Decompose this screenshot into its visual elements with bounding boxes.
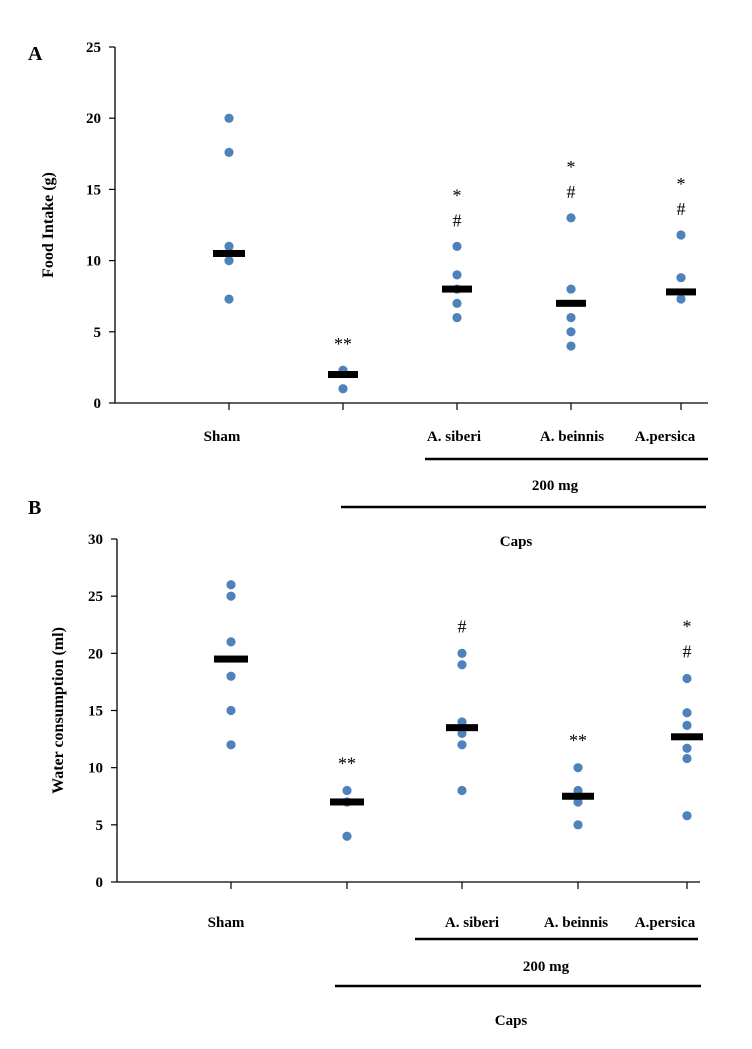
data-point [682, 708, 692, 718]
significance-marker: # [567, 182, 576, 202]
y-axis-label: Food Intake (g) [40, 172, 57, 278]
y-tick-label: 10 [88, 761, 103, 777]
significance-marker: * [683, 616, 692, 636]
category-label: A. beinnis [544, 915, 608, 931]
panel-label: A [28, 43, 43, 65]
data-point [452, 270, 462, 280]
data-point [676, 273, 686, 283]
data-point [226, 671, 236, 681]
significance-marker: ** [338, 754, 356, 774]
data-point [682, 753, 692, 764]
y-tick-label: 20 [88, 646, 103, 662]
data-point [224, 241, 234, 251]
data-point [224, 294, 234, 304]
data-point [682, 673, 692, 684]
category-label: A. siberi [427, 429, 481, 445]
y-tick-label: 30 [88, 532, 103, 548]
data-point [452, 241, 462, 251]
median-bar [666, 288, 696, 296]
chart-panel-A: A 0 5 10 15 20 25 Food Intake (g) Sham A. siberi A… [28, 40, 708, 550]
data-point [682, 743, 692, 753]
significance-marker: # [683, 641, 692, 661]
y-tick-label: 0 [96, 875, 104, 891]
significance-marker: * [567, 157, 576, 177]
significance-marker: * [677, 174, 686, 194]
data-point [226, 580, 236, 590]
data-point [566, 327, 576, 337]
median-bar [328, 371, 358, 379]
data-point [682, 811, 692, 821]
median-bar [330, 798, 364, 806]
category-label: A. beinnis [540, 429, 604, 445]
y-tick-label: 0 [94, 396, 102, 412]
data-point [338, 384, 348, 394]
significance-marker: # [458, 616, 467, 636]
data-point [226, 591, 236, 601]
category-label: Sham [208, 915, 245, 931]
chart-panel-B: B 0 5 10 15 20 25 30 Water consumption (ml) Sham A… [28, 497, 703, 1029]
group-label: 200 mg [523, 959, 570, 975]
data-point [457, 660, 467, 670]
data-point [224, 256, 234, 266]
y-tick-label: 20 [86, 111, 101, 127]
data-point [566, 341, 576, 351]
data-point [224, 147, 234, 157]
group-label: Caps [500, 534, 533, 550]
median-bar [671, 733, 703, 741]
data-point [566, 312, 576, 323]
data-point [226, 705, 236, 716]
y-tick-label: 15 [86, 182, 101, 198]
y-axis-label: Water consumption (ml) [50, 627, 67, 794]
data-point [457, 740, 467, 750]
category-label: Sham [204, 429, 241, 445]
category-label: A.persica [635, 429, 696, 445]
data-point [457, 785, 467, 796]
y-tick-label: 25 [86, 40, 101, 56]
data-point [452, 298, 462, 308]
data-point [224, 113, 234, 123]
significance-marker: ** [334, 334, 352, 354]
category-label: A.persica [635, 915, 696, 931]
data-point [226, 637, 236, 647]
data-point [457, 648, 467, 658]
y-tick-label: 15 [88, 704, 103, 720]
data-point [342, 831, 352, 841]
significance-marker: # [453, 210, 462, 230]
group-label: Caps [495, 1013, 528, 1029]
median-bar [446, 724, 478, 732]
median-bar [562, 792, 594, 800]
data-point [342, 785, 352, 796]
significance-marker: ** [569, 731, 587, 751]
median-bar [556, 299, 586, 307]
data-point [566, 213, 576, 223]
panel-label: B [28, 497, 41, 519]
data-point [573, 763, 583, 773]
data-point [676, 294, 686, 304]
y-tick-label: 5 [96, 818, 104, 834]
category-label: A. siberi [445, 915, 499, 931]
significance-marker: * [453, 185, 462, 205]
y-tick-label: 10 [86, 254, 101, 270]
data-point [676, 230, 686, 240]
y-tick-label: 25 [88, 589, 103, 605]
y-tick-label: 5 [94, 325, 102, 341]
data-point [452, 312, 462, 323]
data-point [566, 284, 576, 294]
median-bar [214, 655, 248, 663]
median-bar [442, 285, 472, 293]
group-label: 200 mg [532, 478, 579, 494]
data-point [226, 740, 236, 750]
data-point [682, 720, 692, 730]
data-point [573, 820, 583, 830]
significance-marker: # [677, 199, 686, 219]
median-bar [213, 249, 245, 257]
